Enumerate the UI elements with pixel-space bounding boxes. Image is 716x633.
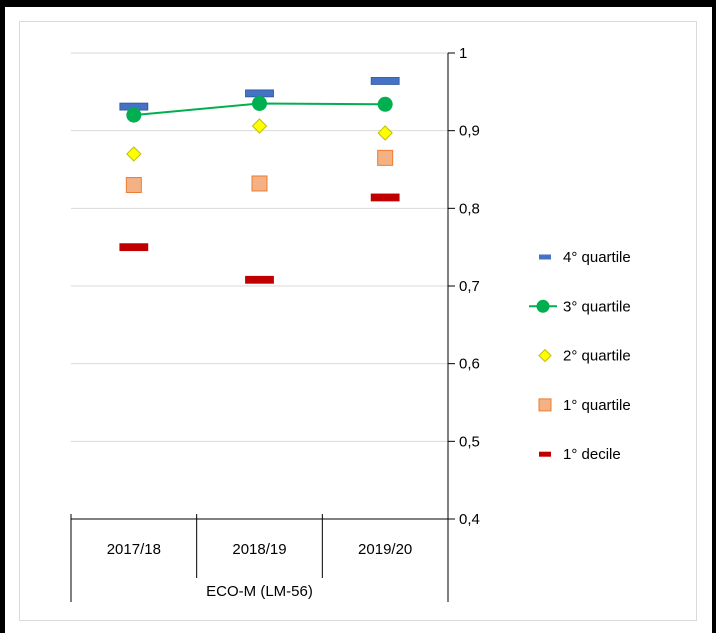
data-point (370, 193, 400, 202)
legend-marker (539, 254, 551, 260)
y-tick-label: 0,5 (459, 433, 480, 450)
y-tick-label: 1 (459, 45, 467, 62)
legend-entry: 1° decile (539, 446, 621, 463)
legend-entry: 1° quartile (538, 397, 631, 414)
legend-entry: 4° quartile (539, 249, 631, 266)
category-label: 2019/20 (358, 541, 412, 558)
series-4 (119, 193, 400, 284)
data-point (251, 175, 268, 192)
category-label: 2017/18 (107, 541, 161, 558)
data-point (126, 107, 142, 123)
group-label: ECO-M (LM-56) (206, 583, 313, 600)
y-tick-labels: 1 0,9 0,8 0,7 0,6 0,5 0,4 (459, 45, 480, 528)
y-tick-label: 0,8 (459, 200, 480, 217)
legend-entry: 2° quartile (538, 348, 631, 365)
data-point (377, 149, 394, 166)
y-tick-label: 0,7 (459, 278, 480, 295)
series-1 (126, 95, 393, 123)
data-point (245, 89, 274, 98)
data-point (377, 125, 393, 141)
legend-marker (536, 299, 550, 313)
legend-entry: 3° quartile (529, 298, 631, 315)
legend-label: 1° quartile (563, 397, 631, 414)
data-point (251, 118, 268, 134)
legend-label: 4° quartile (563, 249, 631, 266)
category-label: 2018/19 (232, 541, 286, 558)
legend: 4° quartile 3° quartile 2° quartile 1° quar… (529, 249, 631, 463)
series-3 (125, 149, 394, 194)
data-point (252, 95, 267, 111)
data-point (125, 177, 142, 194)
legend-marker (538, 348, 552, 363)
data-marks (119, 77, 400, 284)
legend-marker (539, 451, 551, 457)
data-point (126, 146, 142, 162)
legend-label: 3° quartile (563, 298, 631, 315)
data-point (377, 96, 393, 112)
x-category-labels: 2017/18 2018/19 2019/20 ECO-M (LM-56) (107, 541, 413, 600)
legend-label: 1° decile (563, 446, 621, 463)
data-point (370, 77, 400, 85)
y-tick-label: 0,6 (459, 356, 480, 373)
data-point (245, 275, 274, 284)
series-2 (126, 118, 393, 162)
y-tick-label: 0,4 (459, 511, 480, 528)
legend-marker (538, 398, 552, 412)
frame-right-edge (712, 0, 716, 633)
y-tick-label: 0,9 (459, 123, 480, 140)
data-point (119, 243, 149, 252)
axes (70, 52, 455, 602)
legend-label: 2° quartile (563, 348, 631, 365)
